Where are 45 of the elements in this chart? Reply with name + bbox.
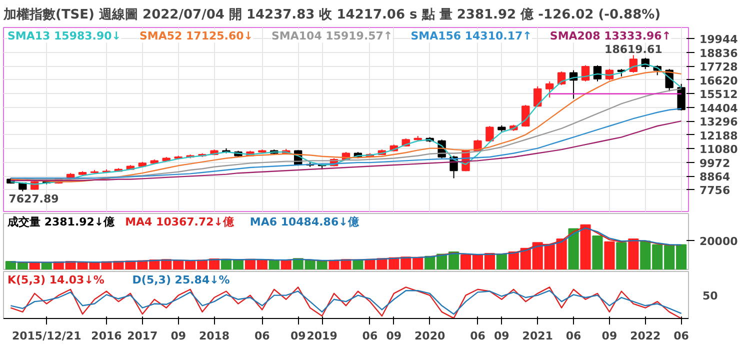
chart-title: 加權指數(TSE) 週線圖 2022/07/04 開 14237.83 收 14217.06 s 點 量 2381.92 億 -126.02 (-0.88%) [2,6,661,22]
y-tick-label: 18836 [700,46,738,60]
y-tick-label: 11080 [700,143,738,156]
x-tick-label: 2021 [522,330,553,342]
y-tick-label: 17728 [700,60,738,74]
y-tick-label: 7756 [700,184,730,198]
x-tick-label: 2019 [306,330,338,342]
annotation: 7627.89 [8,192,59,206]
text: MA4 10367.72↓億 [125,216,236,228]
text: SMA52 17125.60↓ [140,30,253,42]
y-tick-label: 19944 [700,33,738,46]
text: SMA208 13333.96↑ [550,30,672,42]
text: 50 [702,290,718,302]
text: SMA104 15919.57↑ [272,30,393,42]
y-tick-label: 15512 [700,88,738,102]
y-tick-label: 8864 [700,170,730,184]
x-tick-label: 2017 [127,330,158,342]
x-tick-label: 09 [290,330,306,342]
x-tick-label: 09 [386,330,402,342]
x-tick-label: 09 [170,330,186,342]
annotation: 18619.61 [604,43,662,56]
x-tick-label: 06 [254,330,270,342]
y-tick-label: 13296 [700,116,738,129]
x-tick-label: 2018 [198,330,230,342]
x-tick-label: 2020 [414,330,446,342]
text: SMA13 15983.90↓ [8,30,121,42]
y-tick-label: 16620 [700,74,738,88]
y-tick-label: 12188 [700,129,738,142]
series-label: K(5,3) 14.03↓% [8,274,104,286]
y-tick-label: 14404 [700,102,738,115]
text: MA6 10484.86↓億 [250,216,360,228]
x-tick-label: 2015/12/21 [12,330,82,342]
text: SMA156 14310.17↑ [410,30,532,42]
x-tick-label: 06 [566,330,582,342]
legend-title: 成交量 2381.92↓億 [6,216,116,228]
x-tick-label: 06 [674,330,690,342]
x-tick-label: 2022 [630,330,661,342]
x-tick-label: 09 [494,330,510,342]
x-tick-label: 06 [470,330,486,342]
x-tick-label: 2016 [91,330,122,342]
y-tick-label: 9972 [700,156,730,170]
x-tick-label: 06 [362,330,378,342]
x-tick-label: 09 [602,330,618,342]
y-tick-label: 20000 [700,234,738,248]
series-label: D(5,3) 25.84↓% [132,274,230,286]
